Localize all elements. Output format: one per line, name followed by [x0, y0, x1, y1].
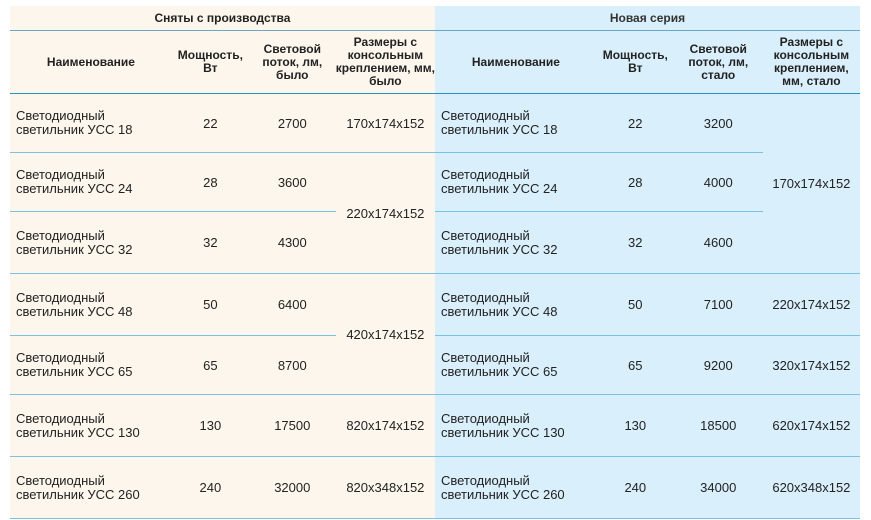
- cell-flux-old: 3600: [248, 152, 336, 212]
- cell-size-new: 220x174x152: [762, 273, 860, 336]
- table-row: Светодиодный светильник УСС 65 65 8700 Св…: [10, 335, 860, 395]
- table-row: Светодиодный светильник УСС 48 50 6400 42…: [10, 273, 860, 395]
- col-header-power-new: Мощность, Вт: [596, 30, 674, 94]
- cell-flux-old: 2700: [248, 93, 336, 153]
- cell-size-old: 170x174x152: [335, 93, 435, 153]
- cell-size-new: 620x174x152: [762, 394, 860, 457]
- cell-name-old: Светодиодный светильник УСС 24: [10, 152, 172, 212]
- cell-flux-new: 4600: [673, 211, 763, 274]
- cell-power-new: 22: [596, 93, 674, 153]
- col-header-size-old: Размеры с консольным креплением, мм, был…: [335, 30, 435, 94]
- cell-size-old: 420x174x152: [335, 273, 435, 395]
- cell-name-new: Светодиодный светильник УСС 24: [434, 152, 597, 212]
- cell-flux-old: 17500: [248, 394, 336, 457]
- cell-flux-new: 4000: [673, 152, 763, 212]
- cell-name-old: Светодиодный светильник УСС 48: [10, 273, 172, 336]
- cell-name-new: Светодиодный светильник УСС 32: [434, 211, 597, 274]
- cell-power-new: 28: [596, 152, 674, 212]
- table-row: Светодиодный светильник УСС 18 22 2700 17…: [10, 93, 860, 274]
- cell-power-old: 65: [171, 335, 249, 395]
- cell-name-new: Светодиодный светильник УСС 130: [434, 394, 597, 457]
- cell-flux-old: 4300: [248, 211, 336, 274]
- cell-size-new: 320x174x152: [762, 335, 860, 395]
- table-row: Светодиодный светильник УСС 130 130 17500…: [10, 394, 860, 457]
- cell-name-new: Светодиодный светильник УСС 260: [434, 456, 597, 519]
- cell-flux-new: 18500: [673, 394, 763, 457]
- cell-power-new: 240: [596, 456, 674, 519]
- cell-name-new: Светодиодный светильник УСС 48: [434, 273, 597, 336]
- cell-power-old: 28: [171, 152, 249, 212]
- cell-name-old: Светодиодный светильник УСС 65: [10, 335, 172, 395]
- group-header-new-series: Новая серия: [434, 6, 860, 31]
- comparison-table-container: Сняты с производства Новая серия Наимено…: [10, 6, 860, 519]
- lamp-comparison-table: Сняты с производства Новая серия Наимено…: [10, 6, 860, 519]
- col-header-name-new: Наименование: [434, 30, 597, 94]
- table-row: Светодиодный светильник УСС 260 240 32000…: [10, 456, 860, 519]
- cell-flux-new: 34000: [673, 456, 763, 519]
- cell-power-new: 130: [596, 394, 674, 457]
- table-row: Светодиодный светильник УСС 24 28 3600 22…: [10, 152, 860, 274]
- col-header-size-new: Размеры с консольным креплением, мм, ста…: [762, 30, 860, 94]
- cell-power-new: 50: [596, 273, 674, 336]
- cell-power-old: 22: [171, 93, 249, 153]
- cell-size-new: 170x174x152: [762, 93, 860, 274]
- cell-flux-old: 32000: [248, 456, 336, 519]
- cell-size-new: 620x348x152: [762, 456, 860, 519]
- cell-flux-old: 6400: [248, 273, 336, 336]
- cell-name-new: Светодиодный светильник УСС 18: [434, 93, 597, 153]
- cell-flux-old: 8700: [248, 335, 336, 395]
- cell-name-new: Светодиодный светильник УСС 65: [434, 335, 597, 395]
- cell-power-old: 240: [171, 456, 249, 519]
- cell-power-old: 130: [171, 394, 249, 457]
- cell-power-old: 50: [171, 273, 249, 336]
- cell-flux-new: 3200: [673, 93, 763, 153]
- cell-flux-new: 9200: [673, 335, 763, 395]
- cell-power-old: 32: [171, 211, 249, 274]
- cell-size-old: 820x348x152: [335, 456, 435, 519]
- cell-name-old: Светодиодный светильник УСС 130: [10, 394, 172, 457]
- cell-size-old: 820x174x152: [335, 394, 435, 457]
- cell-power-new: 32: [596, 211, 674, 274]
- group-header-discontinued: Сняты с производства: [10, 6, 435, 31]
- col-header-flux-old: Световой поток, лм, было: [248, 30, 336, 94]
- table-row: Светодиодный светильник УСС 32 32 4300 Св…: [10, 211, 860, 274]
- cell-flux-new: 7100: [673, 273, 763, 336]
- cell-name-old: Светодиодный светильник УСС 32: [10, 211, 172, 274]
- cell-power-new: 65: [596, 335, 674, 395]
- cell-name-old: Светодиодный светильник УСС 260: [10, 456, 172, 519]
- col-header-name-old: Наименование: [10, 30, 172, 94]
- cell-name-old: Светодиодный светильник УСС 18: [10, 93, 172, 153]
- cell-size-old: 220x174x152: [335, 152, 435, 274]
- col-header-flux-new: Световой поток, лм, стало: [673, 30, 763, 94]
- col-header-power-old: Мощность, Вт: [171, 30, 249, 94]
